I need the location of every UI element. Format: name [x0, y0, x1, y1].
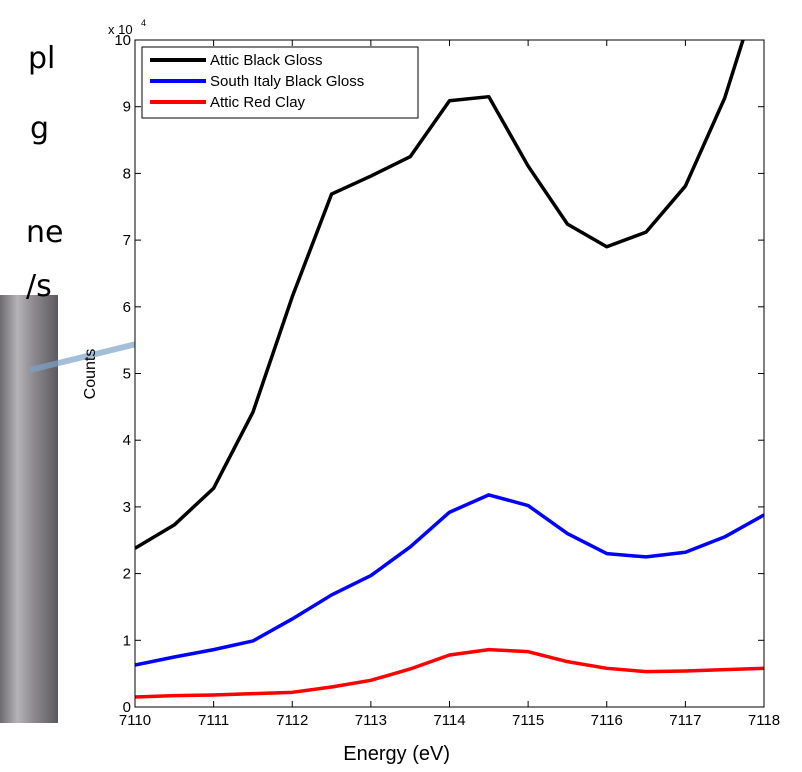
- y-tick-label: 4: [123, 432, 131, 449]
- y-multiplier-exponent: 4: [141, 18, 146, 28]
- photo: [0, 295, 58, 723]
- legend-label: Attic Red Clay: [210, 94, 306, 111]
- x-tick-label: 7115: [512, 712, 544, 729]
- legend-label: Attic Black Gloss: [210, 52, 323, 69]
- x-tick-label: 7113: [355, 712, 387, 729]
- x-tick-label: 7111: [198, 712, 229, 729]
- y-tick-label: 9: [123, 99, 131, 116]
- y-multiplier: x 10: [108, 22, 133, 37]
- slide-text: pl: [28, 41, 55, 76]
- series-line: [135, 493, 764, 667]
- y-tick-label: 0: [123, 699, 131, 716]
- y-tick-label: 1: [123, 632, 131, 649]
- x-tick-label: 7112: [276, 712, 308, 729]
- y-tick-label: 2: [123, 566, 131, 583]
- y-tick-label: 5: [123, 366, 131, 383]
- x-tick-label: 7118: [748, 712, 780, 729]
- y-tick-label: 6: [123, 299, 131, 316]
- slide-text: /s: [26, 269, 52, 304]
- slide-text: g: [30, 111, 49, 146]
- plot-frame: [134, 39, 765, 708]
- x-tick-label: 7117: [669, 712, 701, 729]
- slide-text: ne: [26, 215, 63, 250]
- plot-lines: [135, 40, 764, 699]
- y-axis-label: Counts: [82, 349, 99, 400]
- series-line: [135, 647, 764, 699]
- x-tick-label: 7110: [119, 712, 151, 729]
- plot-area: [135, 40, 764, 707]
- y-tick-label: 10: [114, 32, 131, 49]
- series-line: [135, 40, 745, 550]
- y-tick-label: 3: [123, 499, 131, 516]
- y-tick-label: 8: [123, 165, 131, 182]
- y-tick-label: 7: [123, 232, 131, 249]
- legend-label: South Italy Black Gloss: [210, 73, 364, 90]
- x-tick-label: 7114: [433, 712, 465, 729]
- x-axis-label: Energy (eV): [343, 743, 450, 765]
- x-tick-label: 7116: [591, 712, 623, 729]
